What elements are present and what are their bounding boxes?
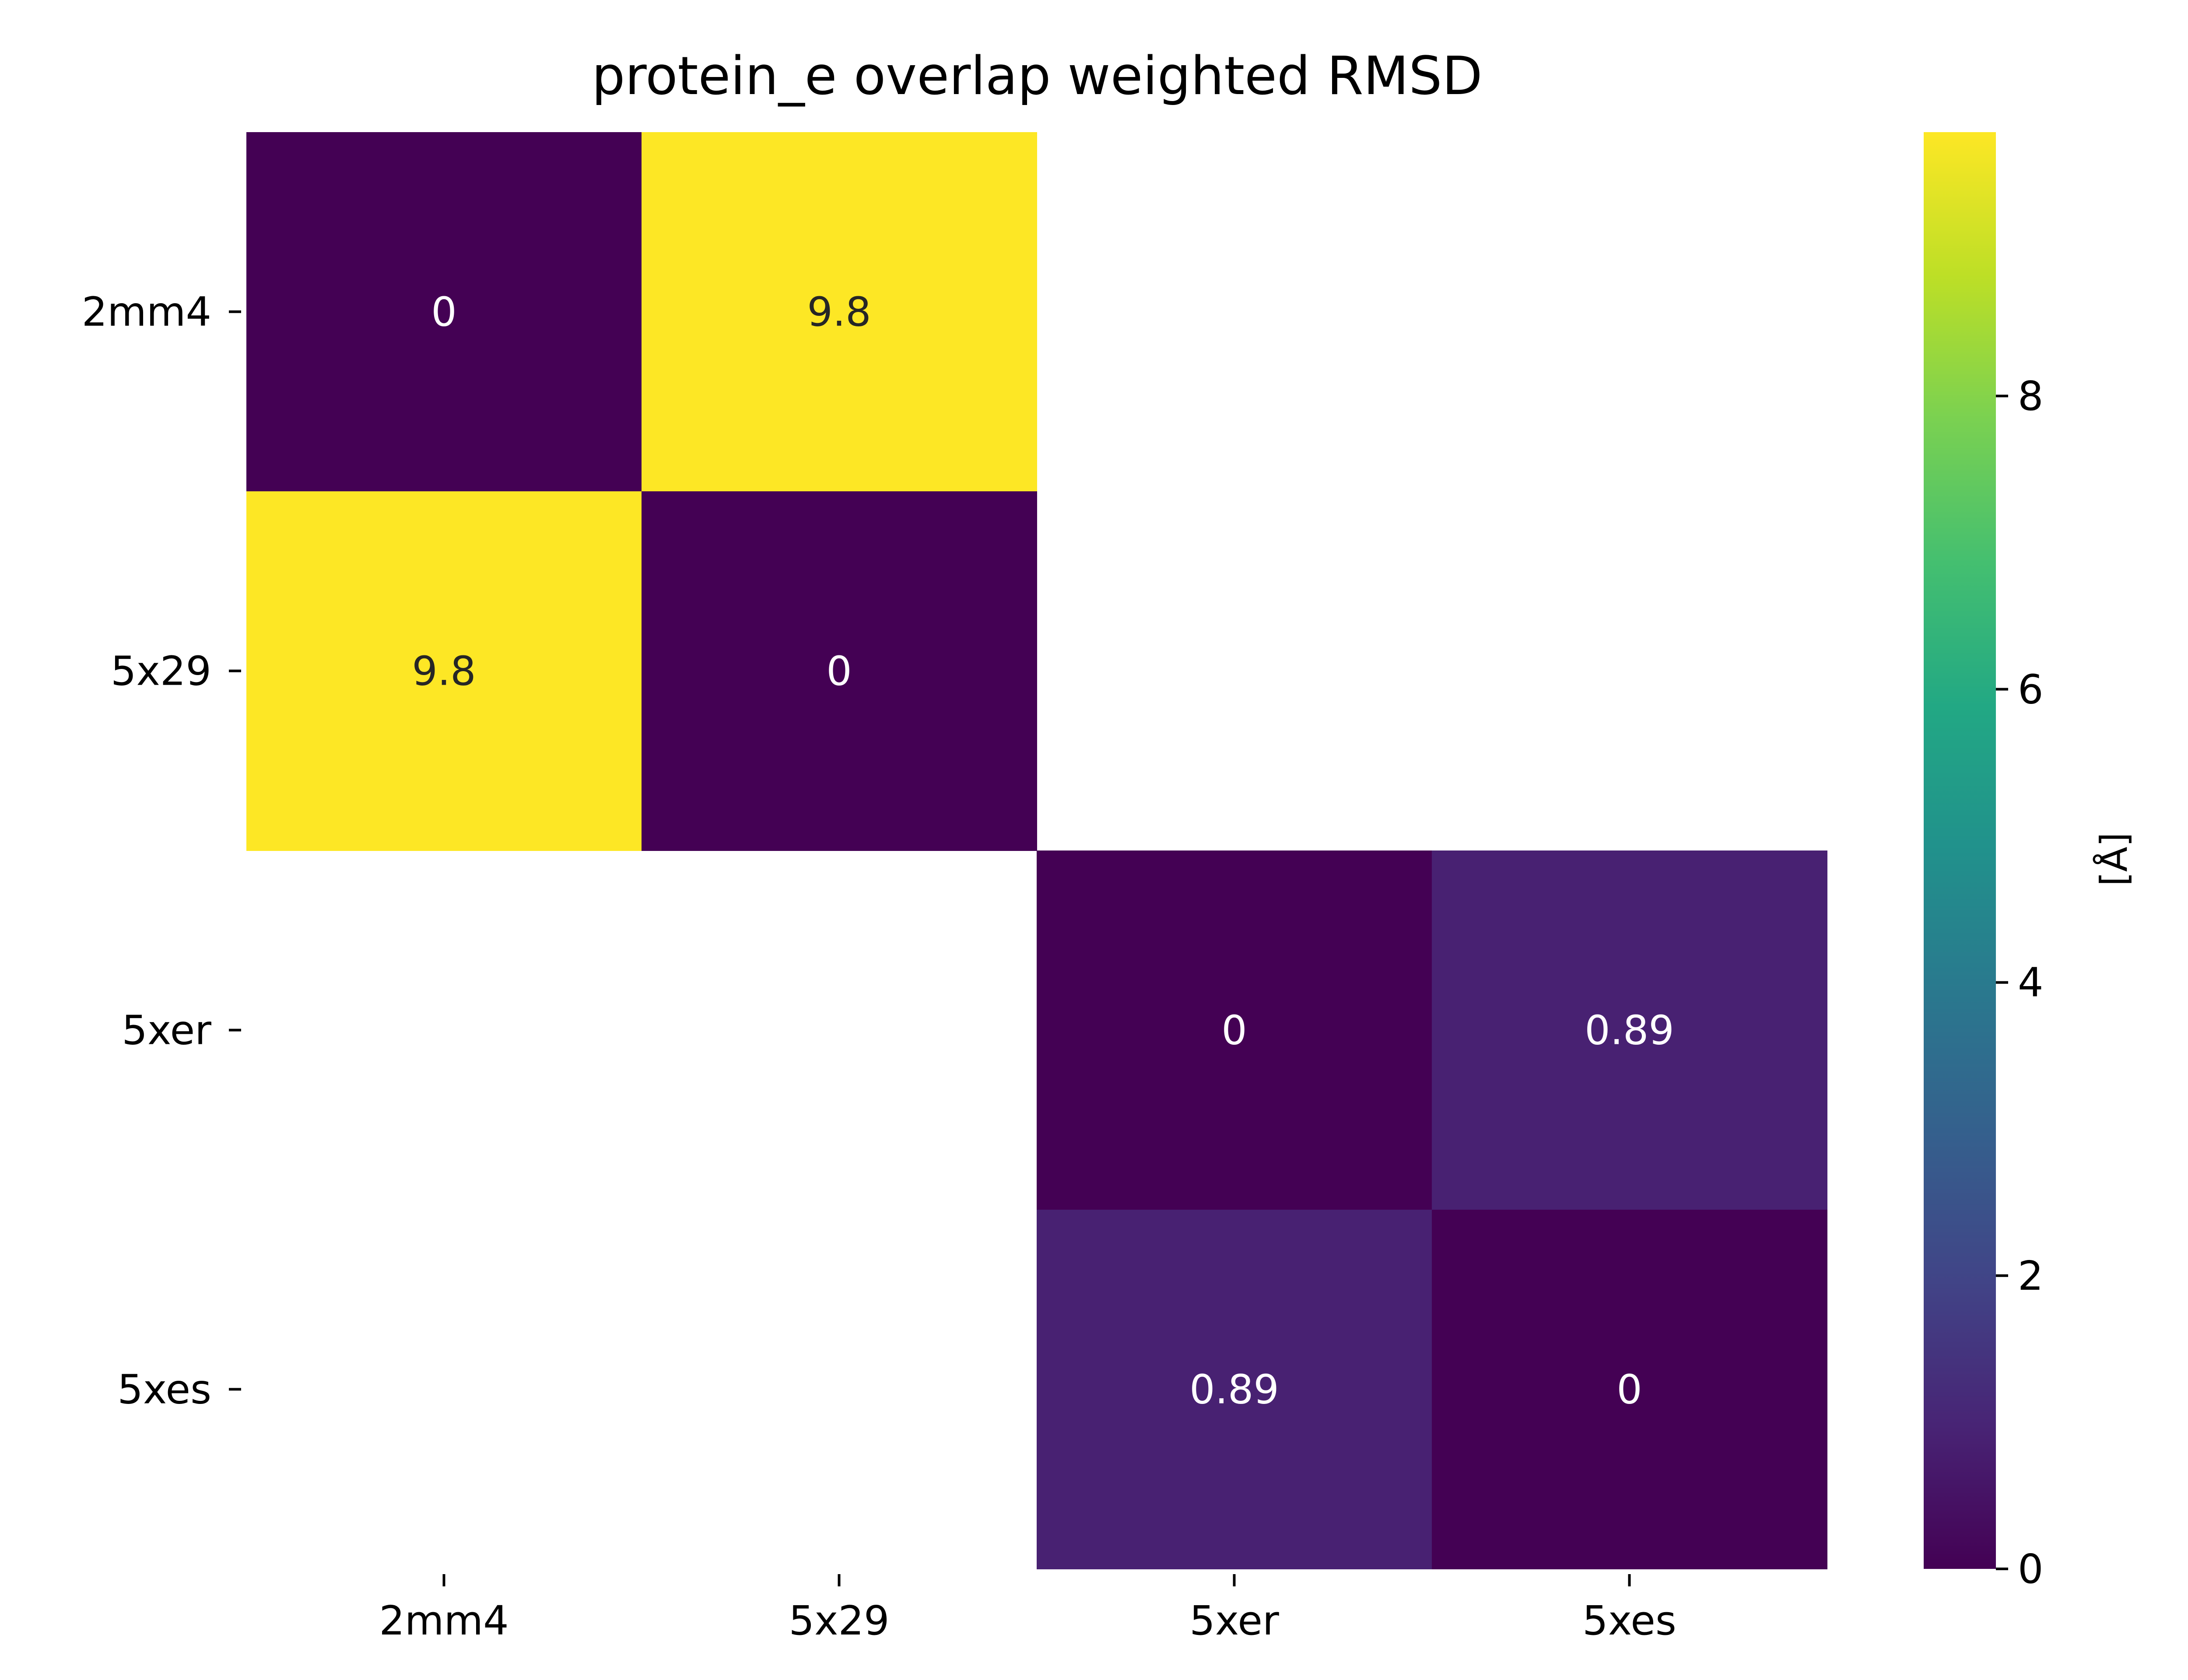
heatmap-cell — [642, 132, 1037, 492]
cell-value-label: 0 — [826, 648, 852, 695]
colorbar-tick-label: 8 — [2018, 373, 2044, 420]
heatmap-cell — [246, 132, 642, 492]
x-axis: 2mm4 5x29 5xer 5xes — [379, 1574, 1676, 1644]
heatmap-annotations: 0 9.8 9.8 0 0 0.89 0.89 0 — [412, 289, 1674, 1413]
cell-value-label: 9.8 — [412, 648, 476, 695]
colorbar-label: [Å] — [2092, 832, 2135, 886]
y-tick-label: 2mm4 — [82, 289, 211, 336]
y-axis: 2mm4 5x29 5xer 5xes — [82, 289, 241, 1413]
colorbar-tick-label: 6 — [2018, 666, 2044, 713]
heatmap-cell — [642, 491, 1037, 851]
cell-value-label: 0.89 — [1189, 1366, 1279, 1413]
colorbar — [1924, 132, 1996, 1569]
colorbar-tick-label: 0 — [2018, 1546, 2044, 1592]
colorbar-tick-label: 4 — [2018, 959, 2044, 1006]
x-tick-label: 2mm4 — [379, 1597, 508, 1644]
cell-value-label: 9.8 — [807, 289, 871, 336]
heatmap-cell — [246, 491, 642, 851]
heatmap-cell — [1432, 1210, 1827, 1569]
y-tick-label: 5x29 — [111, 648, 211, 695]
x-tick-label: 5xes — [1582, 1597, 1676, 1644]
cell-value-label: 0 — [1616, 1366, 1642, 1413]
heatmap-cell — [1037, 850, 1432, 1210]
heatmap-cell — [1037, 1210, 1432, 1569]
colorbar-axis: 0 2 4 6 8 — [1996, 373, 2044, 1592]
x-tick-label: 5x29 — [789, 1597, 889, 1644]
heatmap-cells — [246, 132, 1827, 1569]
cell-value-label: 0.89 — [1585, 1007, 1674, 1054]
cell-value-label: 0 — [1221, 1007, 1247, 1054]
heatmap-cell — [1432, 850, 1827, 1210]
cell-value-label: 0 — [431, 289, 457, 336]
x-tick-label: 5xer — [1189, 1597, 1279, 1644]
chart-title: protein_e overlap weighted RMSD — [592, 46, 1483, 107]
y-tick-label: 5xes — [117, 1366, 211, 1413]
colorbar-tick-label: 2 — [2018, 1253, 2044, 1299]
y-tick-label: 5xer — [122, 1007, 211, 1054]
